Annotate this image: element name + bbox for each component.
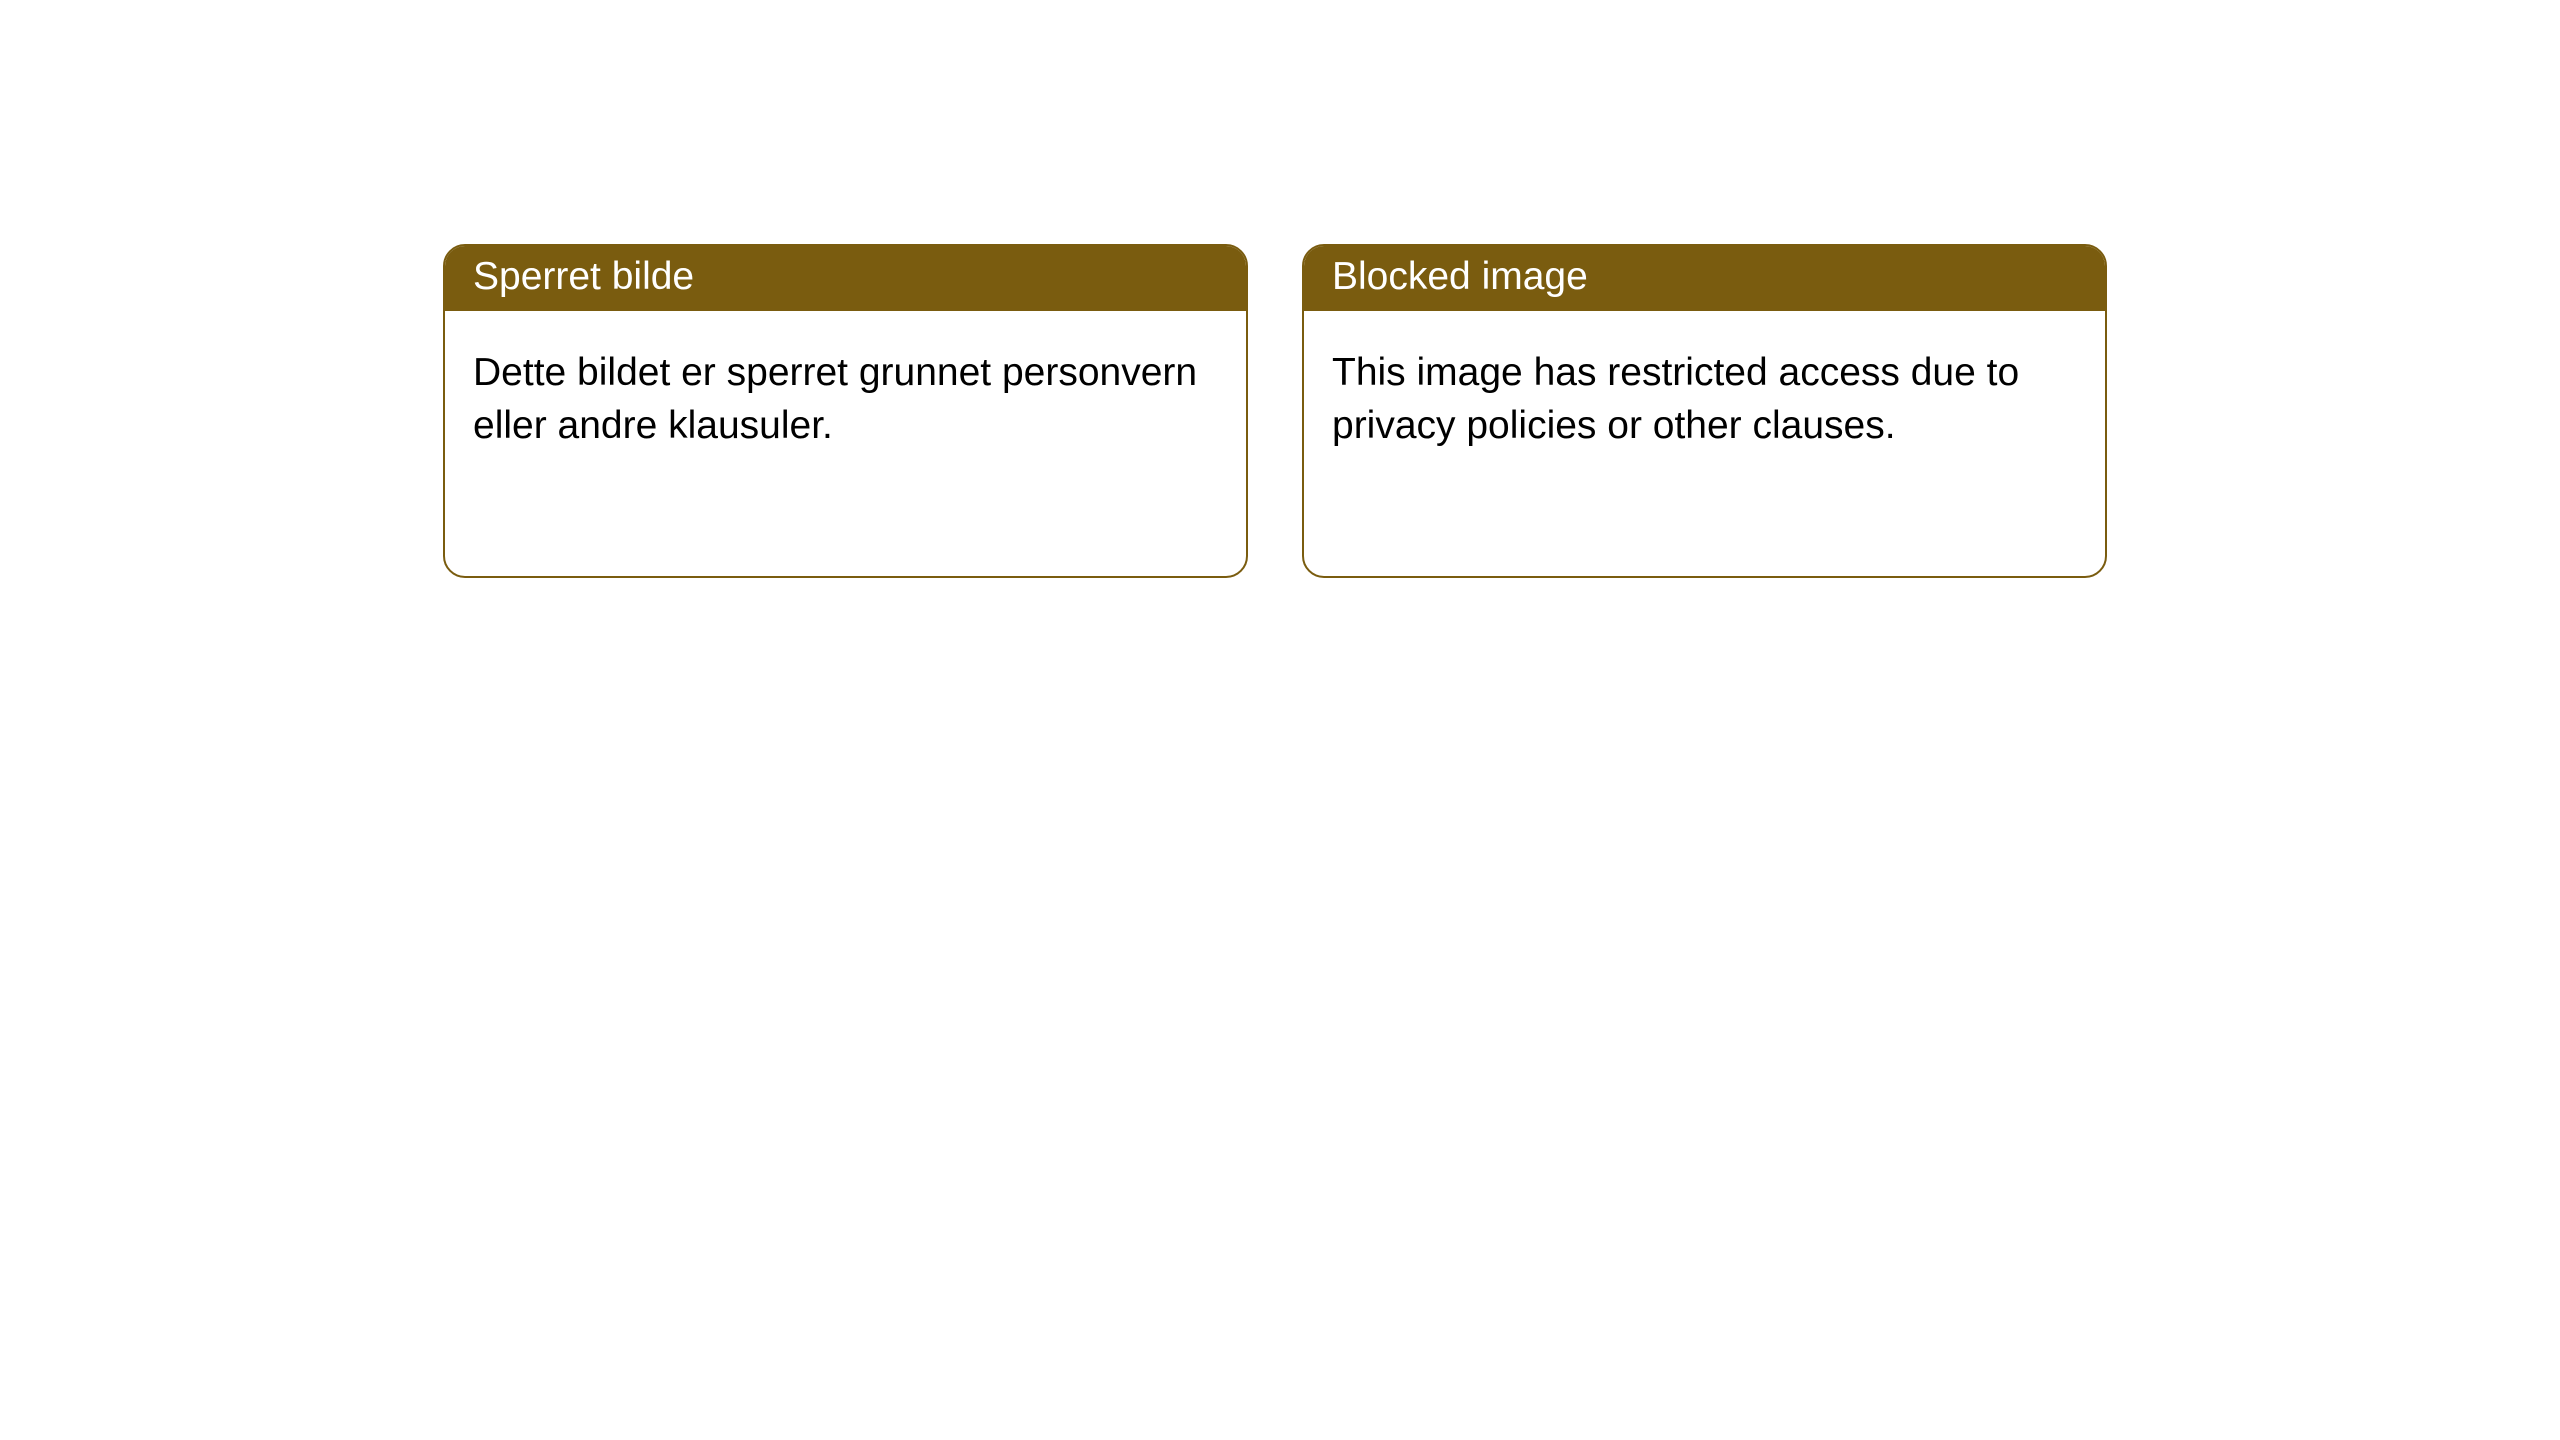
card-body-text: Dette bildet er sperret grunnet personve… xyxy=(473,351,1197,447)
notice-card-english: Blocked image This image has restricted … xyxy=(1302,244,2107,578)
card-header: Sperret bilde xyxy=(445,246,1246,311)
notice-card-norwegian: Sperret bilde Dette bildet er sperret gr… xyxy=(443,244,1248,578)
card-body-text: This image has restricted access due to … xyxy=(1332,351,2019,447)
card-title: Sperret bilde xyxy=(473,255,694,298)
notice-container: Sperret bilde Dette bildet er sperret gr… xyxy=(0,0,2560,578)
card-body: Dette bildet er sperret grunnet personve… xyxy=(445,311,1246,480)
card-header: Blocked image xyxy=(1304,246,2105,311)
card-body: This image has restricted access due to … xyxy=(1304,311,2105,480)
card-title: Blocked image xyxy=(1332,255,1588,298)
